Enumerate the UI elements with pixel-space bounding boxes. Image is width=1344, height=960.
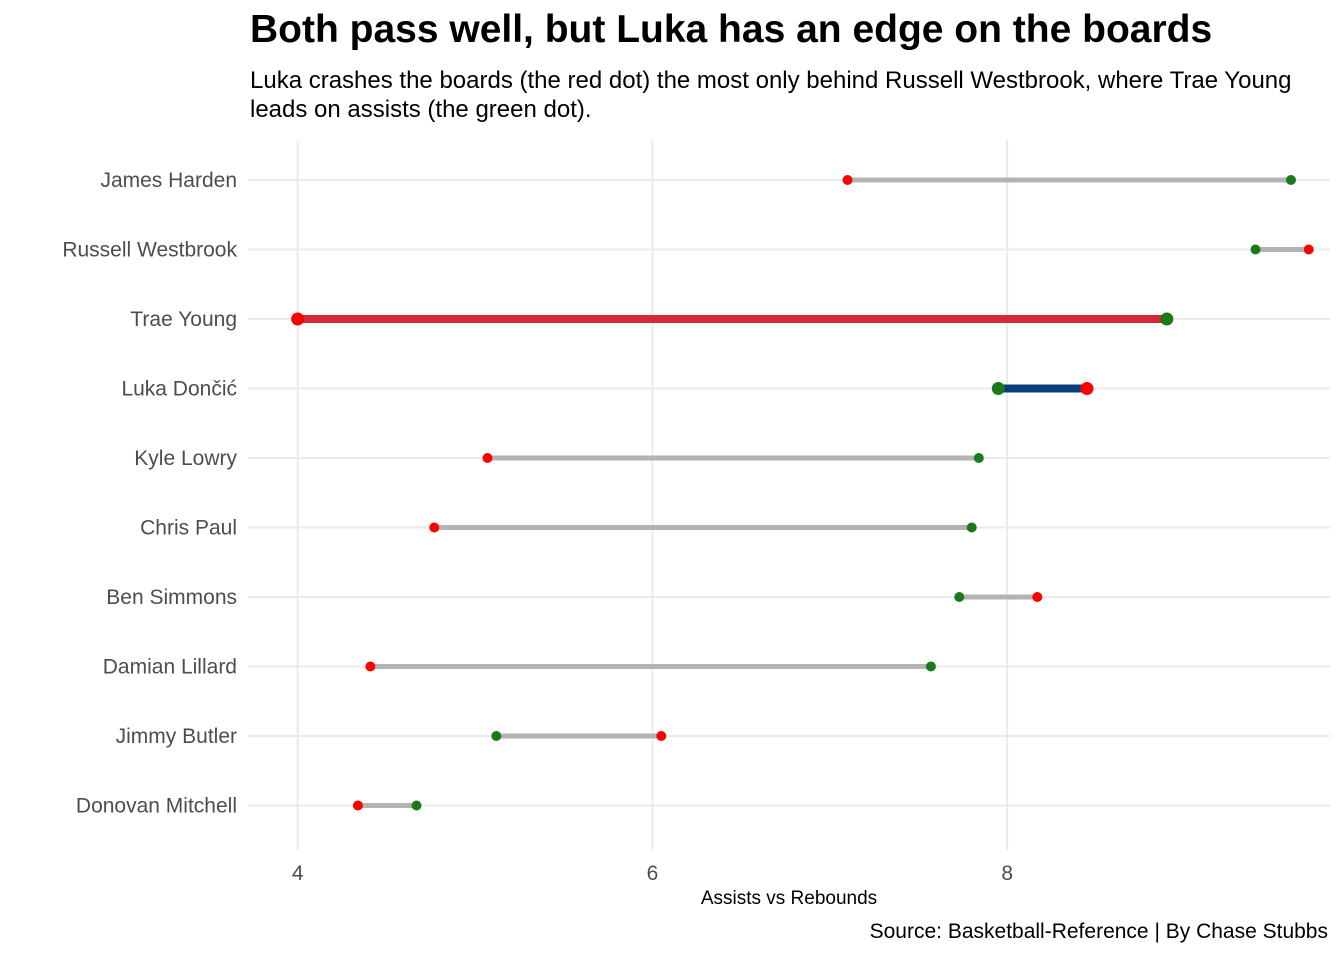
rebounds-dot <box>352 800 363 811</box>
chart-subtitle: Luka crashes the boards (the red dot) th… <box>250 67 1292 123</box>
chart-marks <box>291 175 1314 811</box>
assists-dot <box>954 592 965 602</box>
rebounds-dot <box>291 312 305 326</box>
rebounds-dot <box>1032 592 1043 602</box>
grid <box>248 140 1330 850</box>
x-axis-labels: 4 6 8 <box>292 862 1013 885</box>
rebounds-dot <box>482 453 493 463</box>
player-label: Chris Paul <box>140 517 237 540</box>
assists-dot <box>973 453 984 463</box>
assists-dot <box>1285 175 1296 185</box>
assists-dot <box>1250 244 1261 255</box>
chart-title: Both pass well, but Luka has an edge on … <box>250 8 1213 51</box>
player-label: Ben Simmons <box>106 586 237 609</box>
player-label: Damian Lillard <box>103 656 237 679</box>
rebounds-dot <box>1303 244 1314 255</box>
chart-caption: Source: Basketball-Reference | By Chase … <box>869 920 1328 943</box>
rebounds-dot <box>1080 382 1094 395</box>
rebounds-dot <box>429 522 440 533</box>
assists-dot <box>1160 312 1174 326</box>
assists-dot <box>491 731 502 741</box>
player-label: Russell Westbrook <box>62 239 237 262</box>
player-label: Luka Dončić <box>121 378 237 401</box>
assists-dot <box>925 661 936 672</box>
player-label: Kyle Lowry <box>134 447 237 470</box>
assists-dot <box>411 800 422 811</box>
y-axis-labels: James Harden Russell Westbrook Trae Young L… <box>62 169 237 818</box>
player-label: Jimmy Butler <box>116 725 237 748</box>
player-label: Donovan Mitchell <box>76 795 237 818</box>
x-tick-label: 4 <box>292 862 304 885</box>
x-axis-title: Assists vs Rebounds <box>701 888 877 909</box>
player-label: Trae Young <box>130 308 237 331</box>
rebounds-dot <box>365 661 376 672</box>
assists-dot <box>991 382 1005 395</box>
assists-dot <box>966 522 977 533</box>
x-tick-label: 6 <box>647 862 659 885</box>
player-label: James Harden <box>100 169 237 192</box>
rebounds-dot <box>842 175 853 185</box>
rebounds-dot <box>656 731 667 741</box>
x-tick-label: 8 <box>1001 862 1013 885</box>
